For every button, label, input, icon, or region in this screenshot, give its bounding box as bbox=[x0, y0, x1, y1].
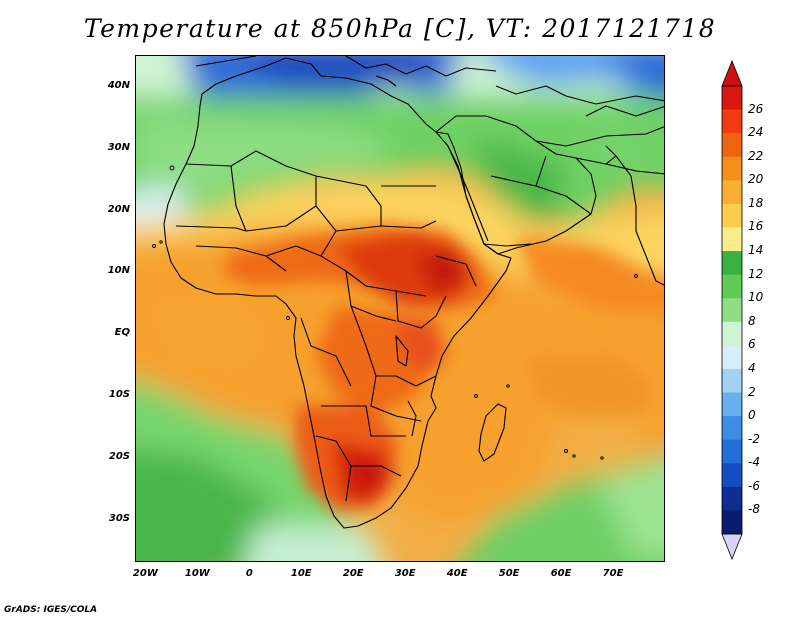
colorbar-tick-label: 14 bbox=[748, 243, 764, 258]
colorbar-swatch bbox=[722, 345, 742, 370]
lon-tick-label: 10W bbox=[184, 568, 210, 579]
colorbar-tick-label: 12 bbox=[748, 266, 764, 281]
colorbar-tick-label: -2 bbox=[748, 431, 760, 446]
colorbar-swatch bbox=[722, 133, 742, 158]
lat-tick-label: 40N bbox=[107, 79, 130, 91]
credit-text: GrADS: IGES/COLA bbox=[4, 605, 98, 615]
lat-tick-label: 30S bbox=[108, 512, 130, 524]
colorbar-tick-label: 10 bbox=[748, 290, 764, 305]
colorbar-tick-label: -8 bbox=[748, 502, 760, 517]
colorbar-swatch bbox=[722, 368, 742, 394]
colorbar-frame bbox=[721, 85, 743, 535]
colorbar-tick-label: 0 bbox=[748, 408, 756, 423]
colorbar-swatch bbox=[722, 439, 742, 464]
lon-tick-label: 20W bbox=[132, 568, 158, 579]
map-title: Temperature at 850hPa [C], VT: 201712171… bbox=[83, 14, 717, 43]
lon-tick-label: 40E bbox=[446, 568, 468, 579]
lat-tick-label: 20S bbox=[108, 450, 130, 462]
colorbar-tick-label: 4 bbox=[748, 360, 756, 375]
lon-tick-label: 70E bbox=[602, 568, 624, 579]
colorbar-swatch bbox=[722, 486, 742, 511]
colorbar-tick-label: 26 bbox=[748, 101, 764, 116]
colorbar-tick-label: 20 bbox=[748, 172, 764, 187]
colorbar-tick-label: -4 bbox=[748, 455, 760, 470]
field-shading bbox=[136, 56, 664, 561]
colorbar-bottom-arrow bbox=[721, 533, 743, 560]
colorbar-tick-label: 18 bbox=[748, 195, 764, 210]
colorbar-tick-label: -6 bbox=[748, 478, 760, 493]
colorbar-tick-label: 8 bbox=[748, 313, 756, 328]
lon-tick-label: 20E bbox=[342, 568, 364, 579]
lat-tick-label: EQ bbox=[114, 327, 130, 339]
colorbar-swatch bbox=[722, 109, 742, 134]
colorbar-tick-label: 16 bbox=[748, 219, 764, 234]
colorbar-tick-label: 22 bbox=[748, 148, 764, 163]
temperature-map bbox=[136, 56, 664, 561]
lon-tick-label: 60E bbox=[550, 568, 572, 579]
colorbar-swatch bbox=[722, 227, 742, 252]
colorbar-swatch bbox=[722, 203, 742, 228]
map-panel bbox=[135, 55, 665, 562]
colorbar-tick-label: 6 bbox=[748, 337, 756, 352]
colorbar-swatch bbox=[722, 156, 742, 181]
islands bbox=[152, 165, 638, 460]
lat-tick-label: 30N bbox=[107, 141, 130, 153]
lon-tick-label: 0 bbox=[245, 568, 253, 579]
colorbar-tick-label: 2 bbox=[748, 384, 756, 399]
colorbar-swatch bbox=[722, 274, 742, 299]
colorbar-swatch bbox=[722, 86, 742, 111]
lat-tick-label: 20N bbox=[107, 203, 130, 215]
colorbar-swatch bbox=[722, 463, 742, 488]
lon-tick-label: 50E bbox=[498, 568, 520, 579]
coastlines bbox=[163, 56, 664, 529]
colorbar-swatch bbox=[722, 180, 742, 205]
colorbar-top-arrow bbox=[721, 60, 743, 87]
colorbar bbox=[721, 60, 743, 560]
lat-tick-label: 10S bbox=[108, 389, 130, 401]
colorbar-swatch bbox=[722, 321, 742, 346]
colorbar-swatch bbox=[722, 251, 742, 276]
lon-tick-label: 10E bbox=[290, 568, 312, 579]
lat-tick-label: 10N bbox=[107, 265, 130, 277]
colorbar-swatch bbox=[722, 392, 742, 417]
colorbar-tick-label: 24 bbox=[748, 125, 764, 140]
colorbar-swatch bbox=[722, 510, 742, 535]
colorbar-swatch bbox=[722, 416, 742, 441]
colorbar-swatch bbox=[722, 298, 742, 323]
lon-tick-label: 30E bbox=[394, 568, 416, 579]
